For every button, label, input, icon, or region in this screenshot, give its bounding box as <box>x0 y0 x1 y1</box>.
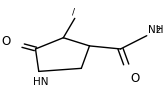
Text: O: O <box>2 35 11 48</box>
Text: HN: HN <box>33 77 48 87</box>
Text: 2: 2 <box>155 26 161 35</box>
Text: O: O <box>130 72 140 85</box>
Text: NH: NH <box>148 25 163 35</box>
Text: /: / <box>72 8 75 17</box>
